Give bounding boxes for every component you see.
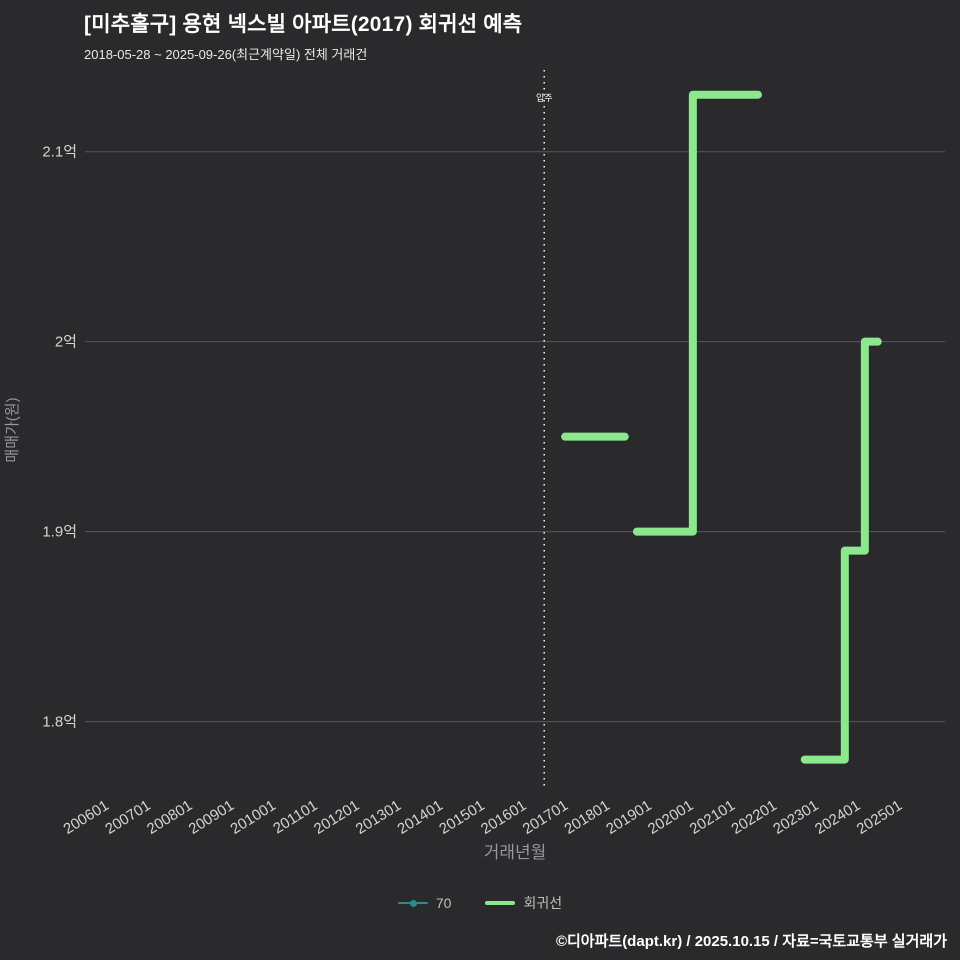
y-tick-label: 2억 — [55, 334, 77, 351]
legend-label-70: 70 — [435, 895, 452, 911]
x-tick-label: 201001 — [228, 797, 279, 838]
x-tick-label: 200801 — [144, 797, 195, 838]
legend-item-70[interactable]: 70 — [397, 893, 452, 913]
x-tick-label: 201801 — [562, 797, 613, 838]
copyright-source-text: ©디아파트(dapt.kr) / 2025.10.15 / 자료=국토교통부 실… — [555, 933, 947, 950]
x-tick-label: 201201 — [311, 797, 362, 838]
y-tick-label: 1.8억 — [42, 714, 77, 731]
legend-item-regression[interactable]: 회귀선 — [485, 893, 562, 913]
x-tick-label: 202501 — [854, 797, 905, 838]
x-tick-label: 202101 — [687, 797, 738, 838]
chart-title: [미추홀구] 용현 넥스빌 아파트(2017) 회귀선 예측 — [84, 13, 523, 36]
series-회귀선-segment[interactable] — [800, 337, 882, 764]
series-회귀선-segment[interactable] — [632, 90, 762, 536]
x-tick-label: 202401 — [812, 797, 863, 838]
chart-legend: 70 회귀선 — [0, 893, 960, 913]
x-tick-label: 201401 — [395, 797, 446, 838]
x-tick-label: 202301 — [770, 797, 821, 838]
x-tick-label: 200601 — [61, 797, 112, 838]
legend-label-regression: 회귀선 — [523, 895, 563, 911]
chart-header: [미추홀구] 용현 넥스빌 아파트(2017) 회귀선 예측 2018-05-2… — [84, 8, 522, 63]
legend-line-dot-marker — [397, 898, 428, 908]
y-tick-label: 1.9억 — [42, 524, 77, 541]
x-tick-label: 201301 — [353, 797, 404, 838]
y-tick-label: 2.1억 — [42, 144, 77, 161]
x-tick-label: 202001 — [645, 797, 696, 838]
x-tick-label: 201501 — [436, 797, 487, 838]
legend-line-marker — [485, 898, 516, 908]
y-axis-label: 매매가(원) — [4, 397, 21, 462]
chart-subtitle: 2018-05-28 ~ 2025-09-26(최근계약일) 전체 거래건 — [84, 47, 368, 62]
x-tick-label: 201601 — [478, 797, 529, 838]
move-in-vline-label: 입주 — [536, 92, 553, 103]
x-tick-label: 202201 — [728, 797, 779, 838]
x-tick-label: 201901 — [603, 797, 654, 838]
x-tick-label: 201701 — [520, 797, 571, 838]
x-axis-label: 거래년월 — [484, 843, 547, 862]
x-tick-label: 201101 — [270, 797, 321, 837]
x-tick-label: 200901 — [186, 797, 237, 838]
x-tick-label: 200701 — [102, 797, 153, 838]
